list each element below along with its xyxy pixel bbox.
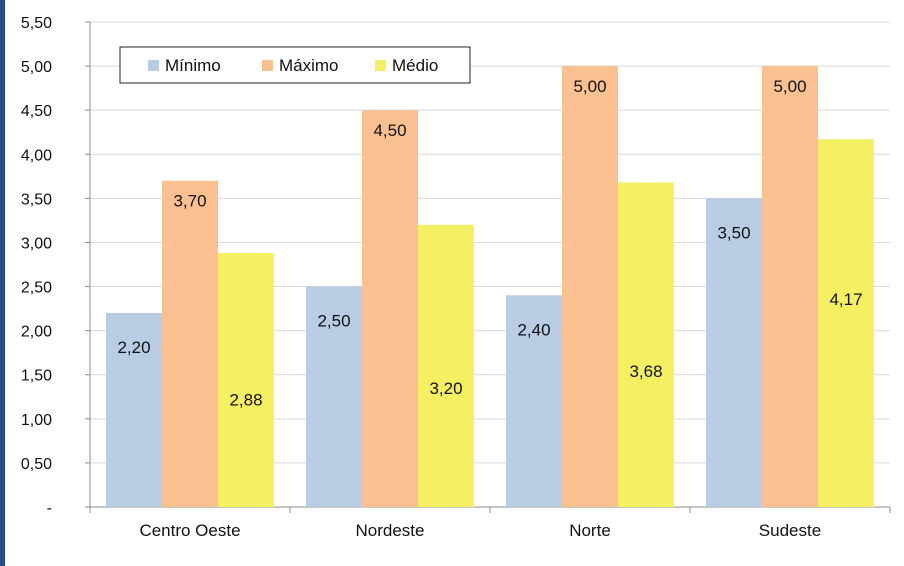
legend-label: Mínimo	[165, 56, 221, 75]
data-label: 2,88	[229, 390, 262, 409]
data-label: 3,50	[717, 223, 750, 242]
data-label: 4,50	[373, 121, 406, 140]
data-label: 3,20	[429, 379, 462, 398]
axes: - 0,50 1,00 1,50 2,00 2,50 3,00 3,50 4,00 4,50 5,0…	[21, 15, 891, 540]
bars	[106, 66, 874, 508]
y-tick-label: 5,00	[21, 59, 52, 76]
y-tick-label: 0,50	[21, 456, 52, 473]
y-tick-label: -	[47, 500, 52, 517]
y-tick-label: 5,50	[21, 15, 52, 32]
legend-swatch	[262, 60, 273, 71]
data-label: 5,00	[573, 77, 606, 96]
x-category-label: Norte	[569, 521, 611, 540]
legend-swatch	[375, 60, 386, 71]
data-label: 2,20	[117, 338, 150, 357]
bar	[218, 253, 274, 507]
x-category-label: Nordeste	[356, 521, 425, 540]
y-tick-label: 4,50	[21, 103, 52, 120]
y-tick-label: 1,50	[21, 368, 52, 385]
y-tick-label: 2,50	[21, 280, 52, 297]
bar	[362, 110, 418, 507]
bar	[306, 286, 362, 507]
bar	[162, 180, 218, 507]
data-label: 5,00	[773, 77, 806, 96]
data-label: 2,50	[317, 312, 350, 331]
legend: Mínimo Máximo Médio	[119, 46, 471, 84]
legend-label: Médio	[392, 56, 438, 75]
legend-box	[119, 46, 471, 84]
y-tick-label: 3,00	[21, 235, 52, 252]
bar	[418, 224, 474, 507]
bar	[618, 182, 674, 507]
x-category-label: Centro Oeste	[139, 521, 240, 540]
legend-swatch	[148, 60, 159, 71]
frame-border	[0, 0, 5, 566]
data-label: 4,17	[829, 290, 862, 309]
y-tick-label: 2,00	[21, 324, 52, 341]
legend-label: Máximo	[279, 56, 339, 75]
data-label: 3,68	[629, 362, 662, 381]
data-label: 3,70	[173, 192, 206, 211]
y-tick-label: 4,00	[21, 147, 52, 164]
x-category-label: Sudeste	[759, 521, 821, 540]
bar	[706, 198, 762, 507]
bar	[506, 295, 562, 507]
bar	[762, 66, 818, 507]
data-label: 2,40	[517, 320, 550, 339]
bar	[106, 313, 162, 507]
y-tick-label: 1,00	[21, 412, 52, 429]
data-labels: 2,20 3,70 2,88 2,50 4,50 3,20 2,40 5,00 3,68 3,50…	[117, 77, 862, 409]
bar	[562, 66, 618, 507]
bar	[818, 139, 874, 508]
y-tick-label: 3,50	[21, 191, 52, 208]
